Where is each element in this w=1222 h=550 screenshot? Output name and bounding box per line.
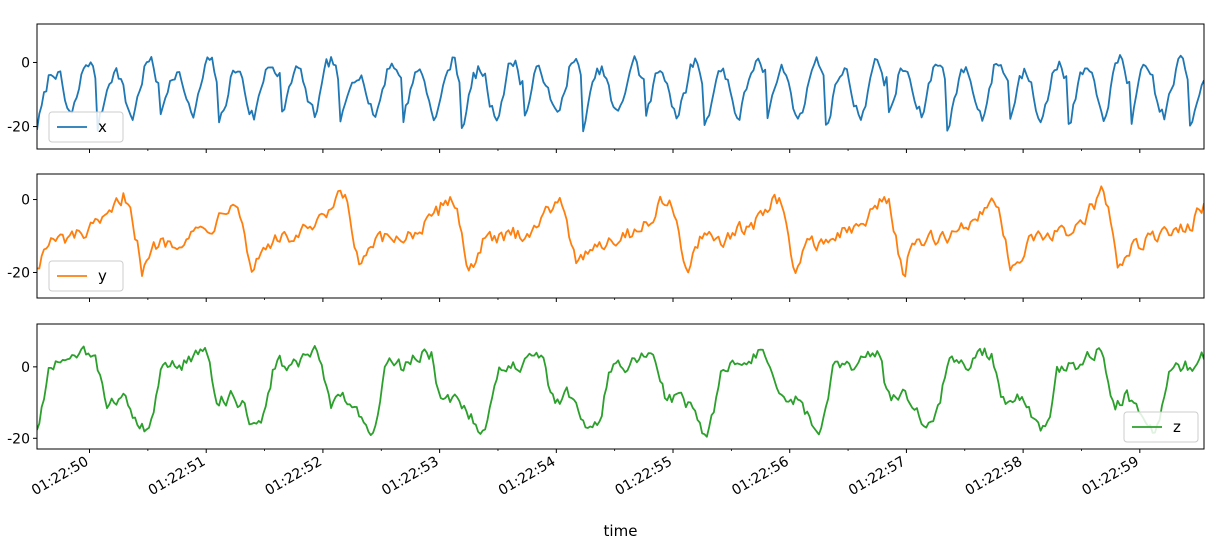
- y-tick-label: 0: [21, 360, 30, 376]
- x-tick-label: 01:22:58: [963, 454, 1025, 499]
- legend-label-z: z: [1173, 418, 1181, 436]
- y-tick-label: -20: [7, 265, 30, 281]
- panel-y: 0 -20 y: [7, 173, 1205, 302]
- x-axis: 01:22:50 01:22:51 01:22:52 01:22:53 01:22:54…: [29, 454, 1142, 540]
- panel-z: 0 -20 z: [7, 323, 1205, 453]
- x-tick-label: 01:22:50: [29, 454, 91, 499]
- series-line-y: [37, 185, 1204, 278]
- axes-frame: [36, 173, 1205, 299]
- y-tick-label: -20: [7, 120, 30, 136]
- y-tick-label: 0: [21, 193, 30, 209]
- axes-frame: [36, 323, 1205, 450]
- series-line-z: [37, 345, 1204, 438]
- x-tick-label: 01:22:59: [1079, 454, 1141, 499]
- x-tick-label: 01:22:57: [846, 454, 908, 499]
- axes-frame: [36, 23, 1205, 150]
- legend-label-y: y: [98, 267, 107, 285]
- x-tick-label: 01:22:51: [146, 454, 208, 499]
- y-tick-label: 0: [21, 55, 30, 71]
- x-tick-label: 01:22:53: [379, 454, 441, 499]
- x-tick-label: 01:22:55: [613, 454, 675, 499]
- x-tick-label: 01:22:54: [496, 454, 559, 499]
- x-axis-label: time: [604, 522, 638, 540]
- panel-x: 0 -20 x: [7, 23, 1205, 153]
- legend-label-x: x: [98, 118, 107, 136]
- legend: y: [48, 260, 124, 292]
- legend: x: [48, 111, 124, 143]
- y-tick-label: -20: [7, 431, 30, 447]
- x-tick-label: 01:22:56: [729, 454, 792, 499]
- legend: z: [1123, 411, 1199, 443]
- series-line-x: [37, 54, 1204, 133]
- x-tick-label: 01:22:52: [262, 454, 324, 499]
